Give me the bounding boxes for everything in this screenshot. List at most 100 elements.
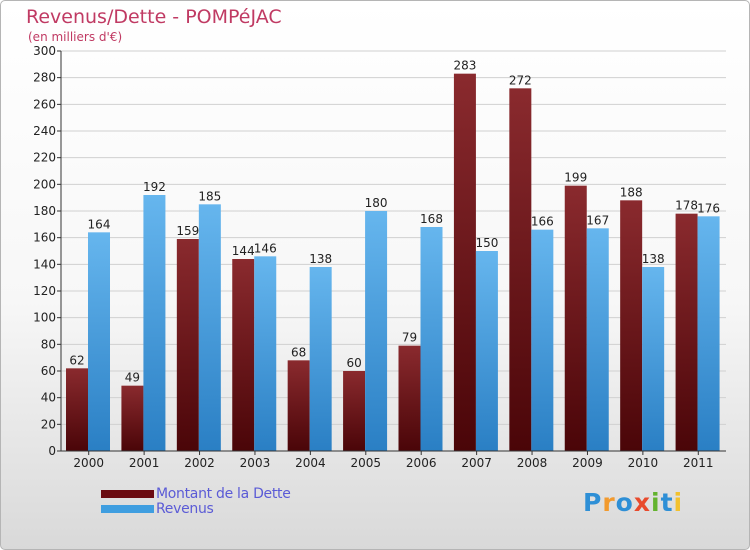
logo-letter: o: [615, 488, 634, 517]
bar-revenus-2011: [697, 216, 720, 451]
y-tick-label: 280: [33, 71, 56, 85]
bar-revenus-2004: [309, 267, 332, 451]
y-tick-label: 260: [33, 97, 56, 111]
y-tick-label: 100: [33, 311, 56, 325]
x-tick-label-2006: 2006: [406, 456, 437, 470]
value-label-debt-2008: 272: [509, 73, 532, 87]
value-label-debt-2004: 68: [291, 345, 306, 359]
x-tick-label-2004: 2004: [295, 456, 326, 470]
bar-revenus-2009: [586, 228, 609, 451]
value-label-debt-2000: 62: [69, 353, 84, 367]
proxiti-logo: Proxiti: [583, 488, 683, 517]
y-tick-label: 60: [41, 364, 56, 378]
legend-swatch-debt: [101, 489, 154, 498]
legend-item-debt: Montant de la Dette: [101, 485, 291, 502]
value-label-debt-2002: 159: [176, 224, 199, 238]
value-label-debt-2009: 199: [564, 171, 587, 185]
value-label-debt-2003: 144: [232, 244, 255, 258]
x-tick-label-2001: 2001: [129, 456, 160, 470]
value-label-revenus-2011: 176: [697, 201, 720, 215]
x-tick-label-2005: 2005: [351, 456, 382, 470]
bar-revenus-2005: [365, 211, 388, 451]
x-tick-label-2008: 2008: [517, 456, 548, 470]
value-label-revenus-2007: 150: [475, 236, 498, 250]
y-tick-label: 0: [48, 444, 56, 458]
logo-letter: i: [651, 488, 661, 517]
logo-letter: t: [660, 488, 674, 517]
x-tick-label-2002: 2002: [184, 456, 215, 470]
bar-revenus-2006: [420, 227, 443, 451]
grid-lines: [61, 50, 726, 452]
bar-revenus-2000: [88, 232, 110, 451]
legend-item-revenus: Revenus: [101, 500, 291, 517]
value-label-revenus-2005: 180: [365, 196, 388, 210]
legend-label-debt: Montant de la Dette: [156, 485, 291, 502]
bar-revenus-2010: [642, 267, 665, 451]
bar-revenus-2008: [531, 229, 554, 451]
logo-letter: P: [583, 488, 603, 517]
y-tick-label: 20: [41, 417, 56, 431]
value-label-revenus-2003: 146: [254, 241, 277, 255]
x-tick-label-2010: 2010: [628, 456, 659, 470]
value-label-debt-2011: 178: [675, 199, 698, 213]
bar-revenus-2002: [198, 204, 221, 451]
legend-swatch-revenus: [101, 504, 154, 513]
value-label-revenus-2002: 185: [198, 189, 221, 203]
x-tick-label-2000: 2000: [73, 456, 104, 470]
value-label-revenus-2006: 168: [420, 212, 443, 226]
bar-debt-2006: [398, 345, 421, 451]
bar-debt-2005: [343, 371, 366, 451]
value-label-revenus-2001: 192: [143, 180, 166, 194]
x-tick-label-2003: 2003: [240, 456, 271, 470]
x-tick-label-2009: 2009: [572, 456, 603, 470]
value-label-debt-2005: 60: [346, 356, 361, 370]
bar-revenus-2001: [143, 195, 166, 451]
bar-debt-2002: [176, 239, 199, 451]
logo-letter: r: [602, 488, 616, 517]
bar-debt-2007: [453, 73, 476, 452]
chart-subtitle: (en milliers d'€): [28, 30, 122, 44]
y-tick-label: 300: [33, 44, 56, 58]
bar-debt-2011: [675, 213, 698, 451]
value-label-debt-2001: 49: [125, 371, 140, 385]
y-tick-label: 180: [33, 204, 56, 218]
value-label-debt-2010: 188: [620, 185, 643, 199]
bar-debt-2000: [66, 368, 88, 451]
value-label-revenus-2008: 166: [531, 215, 554, 229]
bar-revenus-2003: [254, 256, 277, 451]
bar-debt-2009: [564, 185, 587, 451]
value-label-revenus-2004: 138: [309, 252, 332, 266]
bar-debt-2004: [287, 360, 310, 451]
y-tick-label: 40: [41, 391, 56, 405]
x-tick-label-2011: 2011: [683, 456, 714, 470]
bar-debt-2001: [121, 385, 144, 451]
value-label-debt-2006: 79: [402, 331, 417, 345]
bar-debt-2010: [620, 200, 643, 451]
y-tick-label: 240: [33, 124, 56, 138]
value-labels: 62 164 49 192 159 185 144 146 68 138 60 180 79 168 283…: [69, 59, 720, 385]
legend: Montant de la Dette Revenus: [101, 485, 291, 517]
value-label-debt-2007: 283: [453, 59, 476, 73]
y-axis: 0 20 40 60 80 100 120 140 160 180 200 220 240 260 280 3…: [33, 44, 62, 458]
y-tick-label: 80: [41, 337, 56, 351]
y-tick-label: 220: [33, 151, 56, 165]
logo-letter: x: [633, 488, 651, 517]
y-tick-label: 140: [33, 257, 56, 271]
logo-letter: i: [673, 488, 684, 517]
y-tick-label: 120: [33, 284, 56, 298]
x-tick-label-2007: 2007: [461, 456, 492, 470]
bars: [66, 73, 720, 452]
chart-title: Revenus/Dette - POMPéJAC: [26, 6, 282, 28]
bar-debt-2008: [509, 88, 532, 451]
value-label-revenus-2010: 138: [642, 252, 665, 266]
value-label-revenus-2000: 164: [88, 217, 111, 231]
y-tick-label: 200: [33, 177, 56, 191]
legend-label-revenus: Revenus: [156, 500, 214, 517]
x-axis: 2000 2001 2002 2003 2004 2005 2006 2007 2008 2009…: [61, 450, 726, 470]
bar-debt-2003: [232, 259, 255, 451]
bar-revenus-2007: [475, 251, 498, 451]
y-tick-label: 160: [33, 231, 56, 245]
value-label-revenus-2009: 167: [586, 213, 609, 227]
